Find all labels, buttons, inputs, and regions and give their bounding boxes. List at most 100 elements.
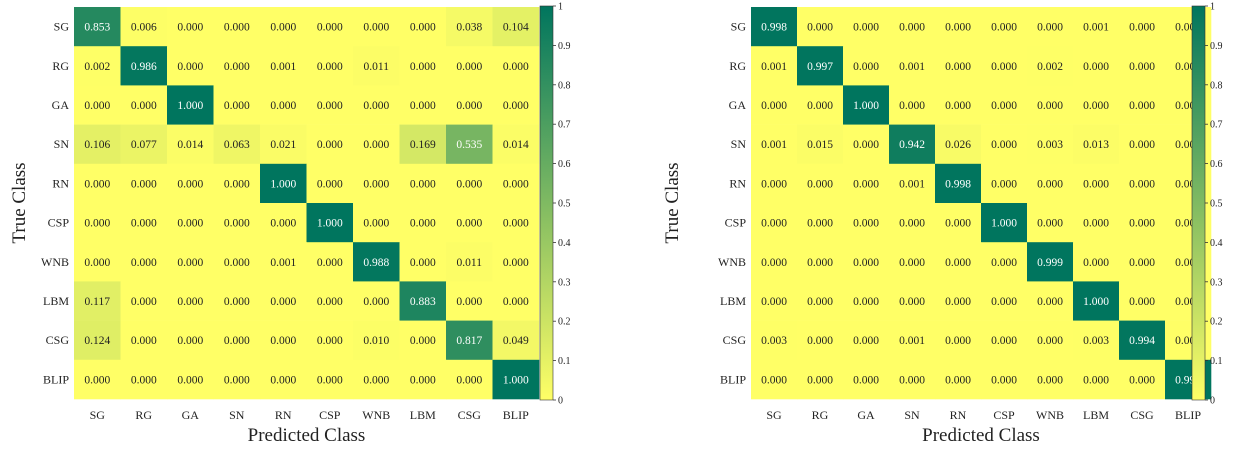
heatmap-cell — [935, 124, 982, 165]
heatmap-cell — [399, 359, 447, 400]
heatmap-cell — [1119, 281, 1166, 321]
cell-value-label: 0.883 — [410, 296, 436, 308]
heatmap-cell — [751, 242, 798, 282]
heatmap-cell — [981, 203, 1028, 243]
cell-value-label: 0.000 — [899, 374, 925, 386]
heatmap-cell — [446, 85, 493, 125]
heatmap-cell — [120, 163, 168, 204]
heatmap-cell — [260, 7, 307, 47]
heatmap-cell — [213, 85, 261, 125]
cell-value-label: 0.000 — [945, 100, 971, 112]
heatmap-cell — [492, 163, 540, 204]
heatmap-cell — [1027, 163, 1074, 204]
heatmap-cell — [1027, 46, 1074, 86]
heatmap-cell — [120, 85, 168, 125]
heatmap-cell — [797, 163, 844, 204]
cell-value-label: 0.535 — [456, 139, 482, 151]
heatmap-cell — [260, 242, 307, 282]
heatmap-cell — [74, 359, 121, 400]
cell-value-label: 0.000 — [177, 22, 203, 34]
heatmap-cell — [1027, 7, 1074, 47]
cell-value-label: 0.000 — [224, 61, 250, 73]
colorbar-tick-label: 1 — [558, 2, 563, 13]
heatmap-cell — [353, 203, 400, 243]
heatmap-cell — [399, 124, 447, 165]
heatmap-cell — [797, 359, 844, 400]
cell-value-label: 0.000 — [224, 374, 250, 386]
heatmap-cell — [492, 203, 540, 243]
x-tick-label: GA — [857, 408, 875, 422]
cell-value-label: 0.000 — [131, 335, 157, 347]
cell-value-label: 0.000 — [410, 178, 436, 190]
heatmap-cell — [1119, 359, 1166, 400]
x-tick-label: SG — [766, 408, 782, 422]
cell-value-label: 0.011 — [457, 257, 483, 269]
colorbar-tick-label: 0.1 — [558, 356, 571, 367]
cell-value-label: 0.000 — [177, 178, 203, 190]
heatmap-cell — [751, 7, 798, 47]
cell-value-label: 0.000 — [1037, 296, 1063, 308]
cell-value-label: 0.000 — [177, 257, 203, 269]
colorbar-tick-label: 1 — [1210, 2, 1215, 13]
cell-value-label: 0.000 — [270, 335, 296, 347]
heatmap-cell — [167, 163, 214, 204]
cell-value-label: 0.000 — [363, 139, 389, 151]
cell-value-label: 0.000 — [807, 374, 833, 386]
cell-value-label: 0.000 — [503, 100, 529, 112]
cell-value-label: 0.000 — [131, 374, 157, 386]
heatmap-cell — [306, 124, 354, 165]
heatmap-cell — [213, 7, 261, 47]
heatmap-cell — [1073, 320, 1120, 361]
cell-value-label: 0.000 — [317, 296, 343, 308]
heatmap-cell — [1119, 85, 1166, 125]
heatmap-cell — [843, 46, 890, 86]
cell-value-label: 1.000 — [853, 100, 879, 112]
heatmap-cell — [120, 124, 168, 165]
cell-value-label: 0.000 — [1129, 218, 1155, 230]
cell-value-label: 0.000 — [131, 178, 157, 190]
cell-value-label: 0.000 — [1037, 374, 1063, 386]
cell-value-label: 0.000 — [991, 61, 1017, 73]
cell-value-label: 0.013 — [1083, 139, 1109, 151]
cell-value-label: 0.000 — [945, 218, 971, 230]
cell-value-label: 0.000 — [991, 296, 1017, 308]
cell-value-label: 0.000 — [363, 374, 389, 386]
colorbar-tick-label: 0.2 — [558, 317, 571, 328]
y-tick-label: LBM — [43, 294, 69, 308]
heatmap-cell — [260, 46, 307, 86]
heatmap-cell — [74, 163, 121, 204]
y-tick-label: WNB — [718, 255, 746, 269]
heatmap-cell — [353, 242, 400, 282]
heatmap-cell — [1073, 163, 1120, 204]
cell-value-label: 0.000 — [899, 22, 925, 34]
heatmap-cell — [120, 203, 168, 243]
heatmap-cell — [843, 163, 890, 204]
heatmap-cell — [120, 242, 168, 282]
cell-value-label: 0.000 — [1129, 296, 1155, 308]
heatmap-cell — [306, 242, 354, 282]
colorbar-tick-label: 0.2 — [1210, 317, 1223, 328]
cell-value-label: 0.000 — [270, 374, 296, 386]
cell-value-label: 0.000 — [899, 218, 925, 230]
cell-value-label: 0.104 — [503, 22, 529, 34]
colorbar — [1191, 5, 1206, 401]
cell-value-label: 0.000 — [317, 178, 343, 190]
cell-value-label: 0.000 — [410, 100, 436, 112]
cell-value-label: 0.000 — [1083, 100, 1109, 112]
heatmap-cell — [1119, 242, 1166, 282]
cell-value-label: 0.000 — [410, 22, 436, 34]
heatmap-cell — [120, 7, 168, 47]
heatmap-cell — [492, 320, 540, 361]
cell-value-label: 0.106 — [84, 139, 110, 151]
cell-value-label: 0.000 — [84, 257, 110, 269]
colorbar-tick-label: 0.5 — [558, 199, 571, 210]
cell-value-label: 0.010 — [363, 335, 389, 347]
heatmap-cell — [797, 320, 844, 361]
heatmap-cell — [260, 163, 307, 204]
heatmap-cell — [353, 85, 400, 125]
heatmap-cell — [935, 242, 982, 282]
heatmap-cell — [446, 242, 493, 282]
y-axis-title: True Class — [9, 162, 30, 243]
cell-value-label: 0.000 — [84, 100, 110, 112]
heatmap-cell — [1119, 163, 1166, 204]
